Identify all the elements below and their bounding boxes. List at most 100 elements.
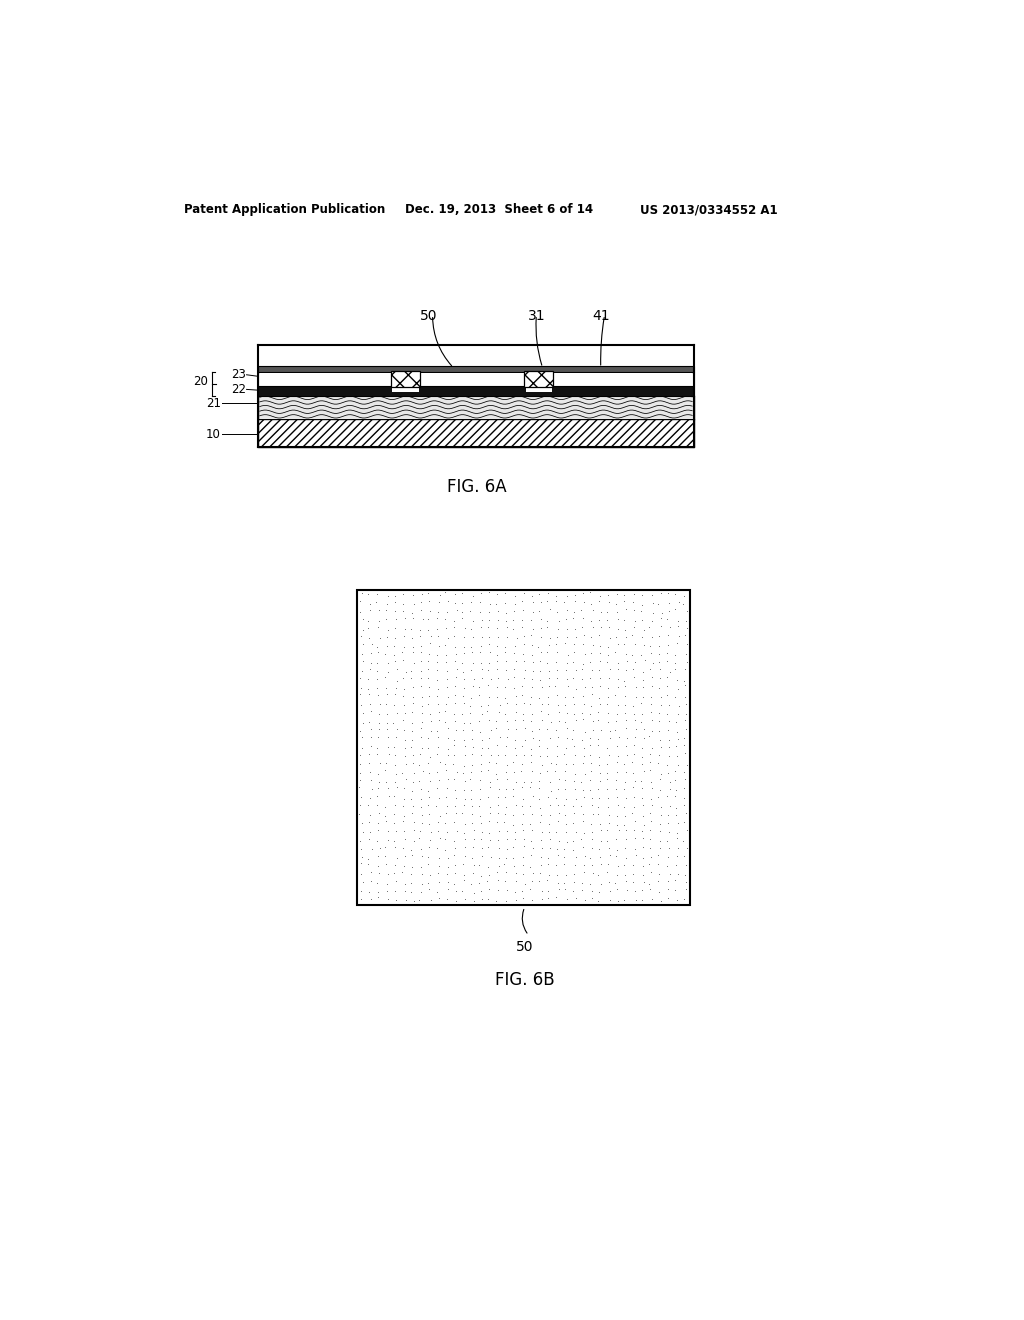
Point <box>352 591 369 612</box>
Point <box>370 855 386 876</box>
Point <box>532 804 549 825</box>
Point <box>601 659 617 680</box>
Point <box>507 702 523 723</box>
Point <box>352 602 369 623</box>
Point <box>437 609 454 630</box>
Point <box>479 857 496 878</box>
Point <box>559 586 575 607</box>
Point <box>565 634 582 655</box>
Point <box>354 727 371 748</box>
Bar <box>391 371 420 387</box>
Point <box>522 845 539 866</box>
Point <box>548 854 564 875</box>
Point <box>514 684 530 705</box>
Point <box>618 788 635 809</box>
Point <box>583 626 599 647</box>
Point <box>600 636 616 657</box>
Point <box>641 853 657 874</box>
Point <box>481 582 498 603</box>
Point <box>628 845 644 866</box>
Point <box>446 636 463 657</box>
Point <box>387 880 403 902</box>
Point <box>492 701 508 722</box>
Point <box>626 734 642 755</box>
Point <box>590 804 606 825</box>
Point <box>389 671 406 692</box>
Point <box>602 880 618 902</box>
Point <box>565 642 582 663</box>
Point <box>541 635 557 656</box>
Point <box>600 677 616 698</box>
Point <box>414 660 430 681</box>
Point <box>372 837 388 858</box>
Point <box>676 846 692 867</box>
Point <box>438 618 455 639</box>
Point <box>592 585 608 606</box>
Point <box>432 805 449 826</box>
Point <box>516 836 532 857</box>
Point <box>634 737 650 758</box>
Point <box>592 771 608 792</box>
Point <box>387 609 403 630</box>
Point <box>360 678 377 700</box>
Point <box>498 735 514 756</box>
Point <box>472 760 488 781</box>
Point <box>549 667 565 688</box>
Point <box>380 829 396 850</box>
Point <box>462 601 478 622</box>
Point <box>385 862 401 883</box>
Point <box>635 805 651 826</box>
Point <box>430 694 446 715</box>
Point <box>447 667 464 688</box>
Point <box>497 688 513 709</box>
Point <box>523 686 540 708</box>
Bar <box>525 385 552 392</box>
Point <box>550 779 566 800</box>
Point <box>446 692 463 713</box>
Point <box>582 847 598 869</box>
Point <box>636 871 652 892</box>
Point <box>574 780 591 801</box>
Point <box>626 743 642 764</box>
Point <box>517 730 534 751</box>
Point <box>668 797 684 818</box>
Point <box>370 882 386 903</box>
Point <box>353 838 370 859</box>
Point <box>676 586 692 607</box>
Point <box>667 644 683 665</box>
Point <box>667 770 683 791</box>
Point <box>650 752 667 774</box>
Point <box>530 583 547 605</box>
Point <box>386 737 402 758</box>
Point <box>582 727 598 748</box>
Point <box>489 830 506 851</box>
Point <box>479 871 496 892</box>
Point <box>439 871 456 892</box>
Point <box>492 694 508 715</box>
Point <box>565 871 582 892</box>
Point <box>679 820 695 841</box>
Point <box>515 818 531 840</box>
Point <box>585 803 601 824</box>
Point <box>599 830 615 851</box>
Point <box>610 746 627 767</box>
Point <box>428 721 444 742</box>
Point <box>422 746 438 767</box>
Point <box>585 711 601 733</box>
Point <box>644 737 660 758</box>
Point <box>582 734 598 755</box>
Point <box>602 627 618 648</box>
Point <box>498 847 514 869</box>
Point <box>353 846 370 867</box>
Point <box>525 602 542 623</box>
Point <box>380 661 396 682</box>
Point <box>388 718 404 739</box>
Text: US 2013/0334552 A1: US 2013/0334552 A1 <box>640 203 777 216</box>
Point <box>531 718 548 739</box>
Point <box>429 882 445 903</box>
Point <box>497 744 513 766</box>
Point <box>439 627 456 648</box>
Point <box>404 636 421 657</box>
Point <box>378 693 394 714</box>
Point <box>389 847 406 869</box>
